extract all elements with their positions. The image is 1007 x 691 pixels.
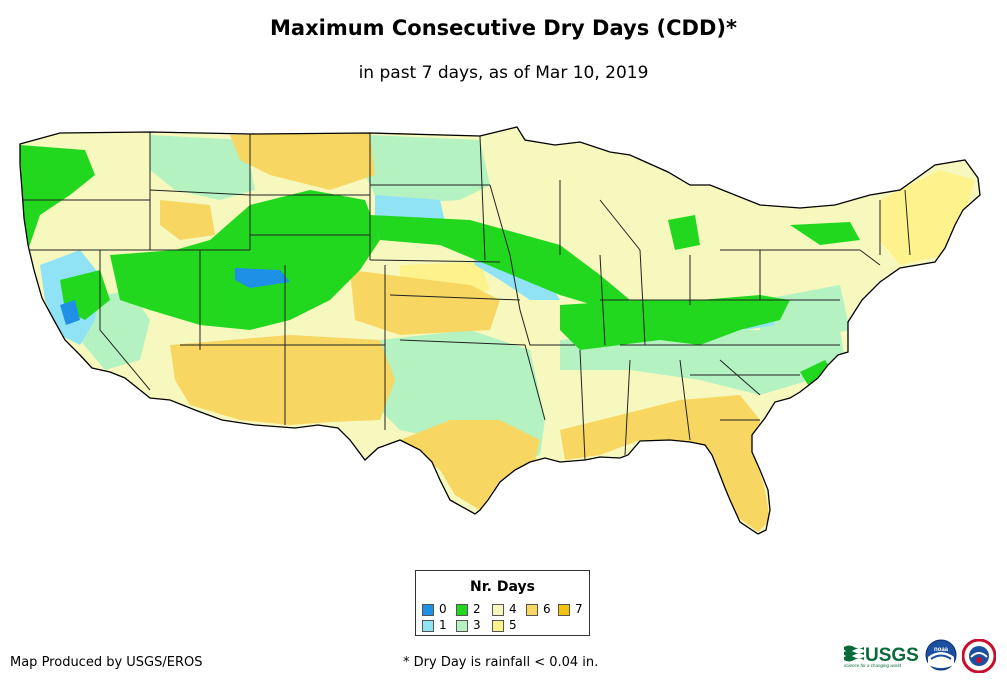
zone-2-nebraska-band — [370, 215, 630, 310]
legend-item-3: 3 — [456, 618, 481, 632]
legend-title: Nr. Days — [470, 579, 535, 595]
legend-swatch-1 — [422, 619, 434, 632]
map-title: Maximum Consecutive Dry Days (CDD)* — [270, 16, 737, 40]
zone-2-pacific-nw — [20, 145, 95, 250]
legend-item-2: 2 — [456, 602, 481, 616]
zone-6-idaho — [160, 200, 215, 240]
legend-swatch-4 — [492, 603, 504, 616]
zone-3-dakotas — [365, 135, 490, 205]
legend-swatch-2 — [456, 603, 468, 616]
zone-6-colorado-kansas — [350, 270, 500, 335]
zone-0-colorado-rockies — [235, 268, 290, 288]
dry-day-footnote: * Dry Day is rainfall < 0.04 in. — [403, 655, 599, 670]
legend-swatch-0 — [422, 603, 434, 616]
map-credit: Map Produced by USGS/EROS — [10, 655, 203, 670]
legend-item-4: 4 — [492, 602, 517, 616]
zone-6-southwest — [170, 335, 395, 425]
legend-item-1: 1 — [422, 618, 447, 632]
zone-6-gulf-florida — [560, 395, 770, 532]
zone-2-wyoming-utah — [110, 190, 380, 330]
usgs-tagline: science for a changing world — [844, 663, 902, 668]
legend-swatch-6 — [526, 603, 538, 616]
legend: Nr. Days 0 1 2 3 4 5 6 7 — [415, 570, 590, 636]
cdd-field — [20, 127, 980, 534]
zone-6-texas — [400, 420, 540, 510]
map-subtitle: in past 7 days, as of Mar 10, 2019 — [358, 63, 649, 83]
legend-item-0: 0 — [422, 602, 447, 616]
legend-swatch-3 — [456, 619, 468, 632]
state-boundaries — [20, 132, 911, 461]
usgs-logo-text: USGS — [865, 645, 919, 666]
legend-swatch-7 — [558, 603, 570, 616]
legend-swatch-5 — [492, 619, 504, 632]
zone-3-southeast — [560, 330, 845, 395]
zone-3-northern-rockies — [150, 135, 255, 200]
legend-item-6: 6 — [526, 602, 551, 616]
zone-5-northeast — [880, 170, 975, 265]
usgs-logo: USGS science for a changing world — [844, 645, 919, 668]
legend-item-7: 7 — [558, 602, 583, 616]
nws-logo — [962, 639, 996, 673]
zone-6-montana — [230, 133, 375, 190]
noaa-logo-text: noaa — [934, 647, 949, 653]
noaa-logo: noaa — [925, 639, 957, 671]
zone-2-ohio-valley — [560, 295, 790, 350]
zone-2-michigan — [668, 215, 700, 250]
legend-item-5: 5 — [492, 618, 517, 632]
zone-0-california-coast — [60, 300, 80, 325]
zone-2-northeast-pa — [790, 222, 860, 245]
